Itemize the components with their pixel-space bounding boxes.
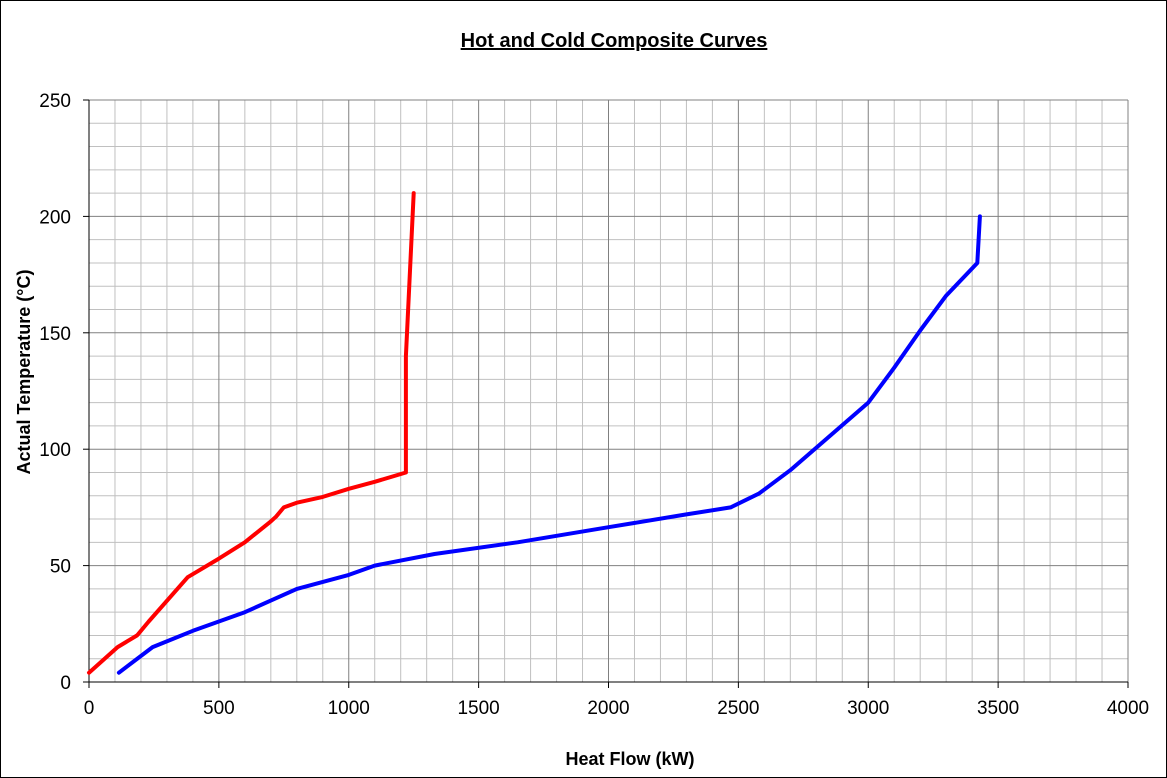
axes: [83, 99, 1129, 688]
x-tick-label: 4000: [1107, 698, 1149, 719]
y-tick-label: 150: [39, 324, 71, 345]
hot-composite-curve: [87, 191, 416, 675]
y-axis-label: Actual Temperature (°C): [14, 270, 34, 475]
x-tick-label: 1000: [328, 698, 370, 719]
y-tick-label: 100: [39, 440, 71, 461]
x-tick-label: 0: [84, 698, 95, 719]
y-tick-label: 200: [39, 207, 71, 228]
tick-labels: 0 500 1000 1500 2000 2500 3000 3500 4000 0 50 100 15…: [39, 91, 1149, 719]
x-tick-label: 3500: [977, 698, 1019, 719]
cold-composite-curve: [116, 214, 982, 675]
chart-title: Hot and Cold Composite Curves: [461, 30, 768, 52]
grid: [88, 99, 1129, 683]
x-tick-label: 2500: [717, 698, 759, 719]
series-lines: [87, 191, 982, 675]
x-tick-label: 1500: [457, 698, 499, 719]
y-tick-label: 0: [60, 673, 71, 694]
y-tick-label: 50: [50, 557, 71, 578]
x-tick-label: 2000: [587, 698, 629, 719]
x-axis-label: Heat Flow (kW): [566, 749, 695, 769]
x-tick-label: 3000: [847, 698, 889, 719]
x-tick-label: 500: [203, 698, 235, 719]
y-tick-label: 250: [39, 91, 71, 112]
